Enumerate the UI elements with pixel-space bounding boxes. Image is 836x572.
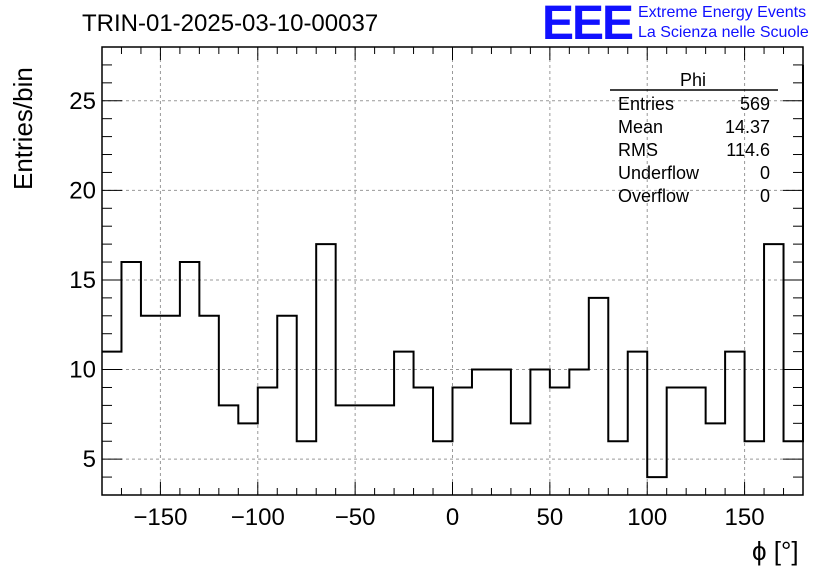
histogram-bin (472, 370, 491, 495)
y-tick-label: 10 (69, 357, 96, 384)
stats-label-underflow: Underflow (618, 163, 700, 183)
histogram-bin (433, 441, 452, 495)
histogram-bin (511, 423, 530, 495)
histogram-bin (160, 316, 179, 495)
y-tick-label: 15 (69, 267, 96, 294)
histogram-bin (238, 423, 257, 495)
x-tick-label: 0 (446, 504, 459, 531)
x-tick-label: 50 (537, 504, 564, 531)
y-axis-label: Entries/bin (8, 67, 38, 190)
logo-line-1: Extreme Energy Events (638, 4, 807, 21)
histogram-bin (258, 387, 277, 495)
histogram-bin (569, 370, 588, 495)
histogram-bin (141, 316, 160, 495)
histogram-bin (784, 441, 803, 495)
histogram-bin (219, 405, 238, 495)
y-tick-label: 25 (69, 88, 96, 115)
histogram-bin (297, 441, 316, 495)
histogram-bin (608, 441, 627, 495)
histogram-bin (530, 370, 549, 495)
stats-value-overflow: 0 (759, 186, 770, 206)
eee-logo: EEE (542, 0, 634, 50)
x-tick-label: 100 (627, 504, 667, 531)
histogram-bin (277, 316, 296, 495)
histogram-line (102, 64, 804, 479)
x-tick-label: −100 (231, 504, 285, 531)
histogram-bin (667, 387, 686, 495)
x-axis-label: ϕ [°] (752, 536, 799, 566)
histogram-bin (745, 441, 764, 495)
histogram-bin (706, 423, 725, 495)
histogram-bin (336, 405, 355, 495)
stats-value-rms: 114.6 (726, 140, 770, 160)
stats-value-entries: 569 (739, 94, 770, 114)
histogram-bin (686, 387, 705, 495)
stats-value-underflow: 0 (759, 163, 770, 183)
histogram-bin (725, 352, 744, 495)
stats-label-mean: Mean (618, 117, 664, 137)
histogram-bin (414, 387, 433, 495)
histogram-bin (764, 244, 783, 495)
histogram-bin (199, 316, 218, 495)
stats-value-mean: 14.37 (724, 117, 770, 137)
histogram-bin (316, 244, 335, 495)
histogram-bin (550, 387, 569, 495)
logo-line-2: La Scienza nelle Scuole (638, 24, 809, 41)
y-tick-label: 5 (83, 446, 96, 473)
x-tick-label: 150 (725, 504, 765, 531)
histogram-bin (394, 352, 413, 495)
histogram-bin (491, 370, 510, 495)
stats-label-entries: Entries (618, 94, 675, 114)
y-tick-label: 20 (69, 177, 96, 204)
histogram-bin (180, 262, 199, 495)
stats-label-rms: RMS (618, 140, 658, 160)
histogram-bin (628, 352, 647, 495)
histogram-bin (121, 262, 140, 495)
x-tick-label: −150 (133, 504, 187, 531)
histogram-bin (355, 405, 374, 495)
stats-box-title: Phi (680, 70, 707, 90)
stats-label-overflow: Overflow (618, 186, 690, 206)
histogram-bin (589, 298, 608, 495)
histogram-bin (375, 405, 394, 495)
histogram-bin (453, 387, 472, 495)
x-tick-label: −50 (335, 504, 376, 531)
chart-title: TRIN-01-2025-03-10-00037 (82, 10, 379, 37)
histogram-bin (647, 477, 666, 495)
